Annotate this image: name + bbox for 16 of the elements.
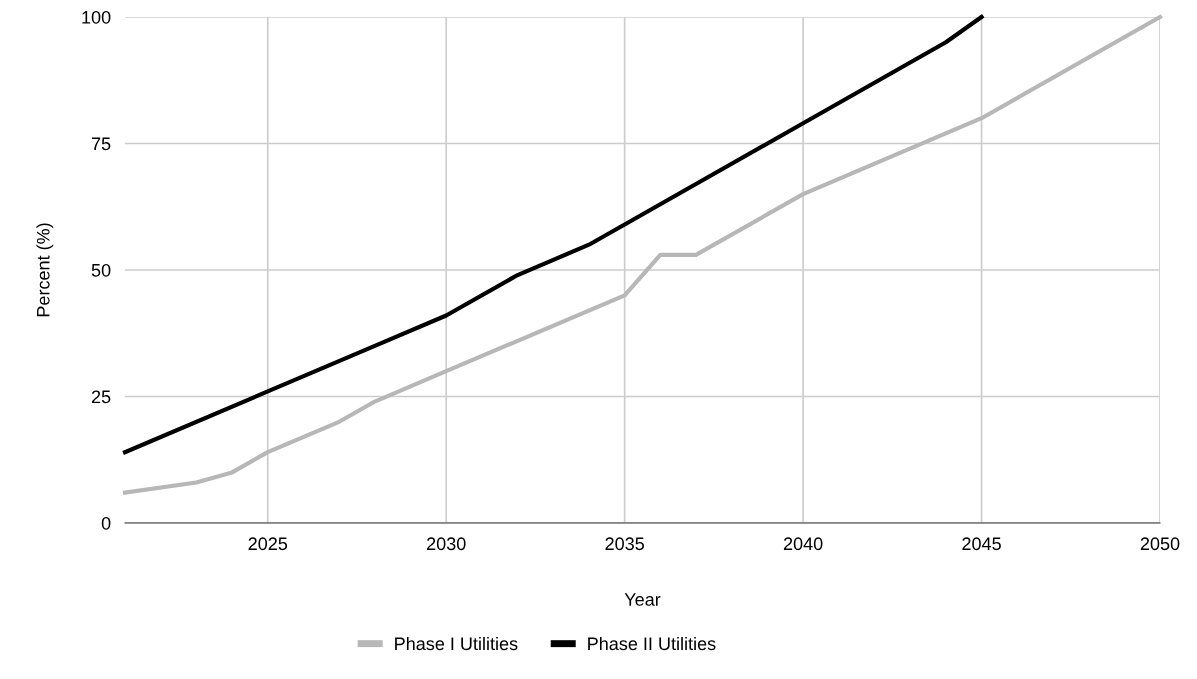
x-tick-label: 2050 [1140,537,1180,551]
x-tick-label: 2030 [427,537,466,551]
y-tick-label: 50 [91,263,111,277]
legend-label: Phase II Utilities [588,636,716,651]
x-tick-label: 2025 [248,537,288,551]
y-tick-label: 100 [82,10,111,24]
y-tick-label: 0 [101,516,111,530]
line-series [122,14,984,455]
x-tick-label: 2045 [962,537,1001,551]
y-tick-label: 25 [91,390,111,404]
x-tick-label: 2035 [605,537,644,551]
y-tick-label: 75 [91,137,111,151]
legend-label: Phase I Utilities [395,636,518,651]
x-tick-label: 2040 [783,537,823,551]
y-axis-title: Percent (%) [36,223,54,317]
x-axis-title: Year [624,593,661,606]
